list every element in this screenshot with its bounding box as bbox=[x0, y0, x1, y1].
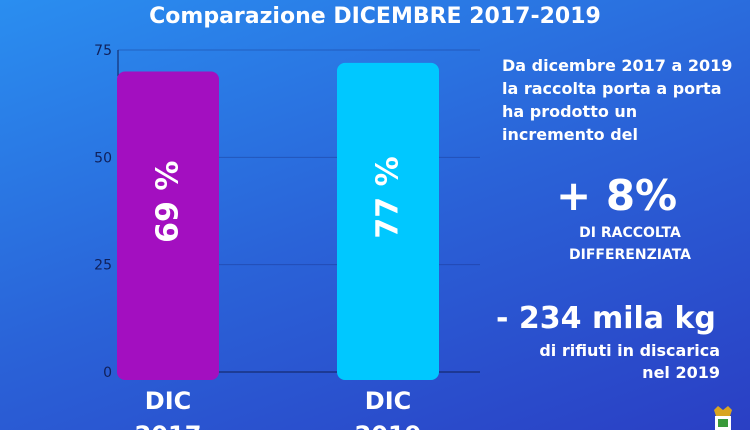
x-tick-label: DIC bbox=[365, 387, 411, 415]
crest-icon bbox=[714, 406, 732, 430]
x-tick-label: 2019 bbox=[355, 421, 422, 430]
y-tick-label: 75 bbox=[94, 43, 112, 59]
bar bbox=[117, 71, 219, 380]
y-tick-label: 50 bbox=[94, 150, 112, 166]
increment-label: DI RACCOLTA DIFFERENZIATA bbox=[569, 225, 691, 263]
chart-title: Comparazione DICEMBRE 2017-2019 bbox=[149, 4, 601, 29]
x-tick-label: 2017 bbox=[135, 421, 202, 430]
intro-text: Da dicembre 2017 a 2019 la raccolta port… bbox=[502, 56, 733, 144]
bar-data-label: 77 % bbox=[371, 156, 406, 238]
x-tick-label: DIC bbox=[145, 387, 191, 415]
reduction-value: - 234 mila kg bbox=[496, 301, 716, 336]
y-tick-label: 0 bbox=[103, 365, 112, 381]
bar-data-label: 69 % bbox=[151, 161, 186, 243]
bar bbox=[337, 62, 439, 380]
y-tick-label: 25 bbox=[94, 258, 112, 274]
increment-value: + 8% bbox=[556, 171, 678, 220]
reduction-label: di rifiuti in discarica nel 2019 bbox=[539, 341, 720, 382]
